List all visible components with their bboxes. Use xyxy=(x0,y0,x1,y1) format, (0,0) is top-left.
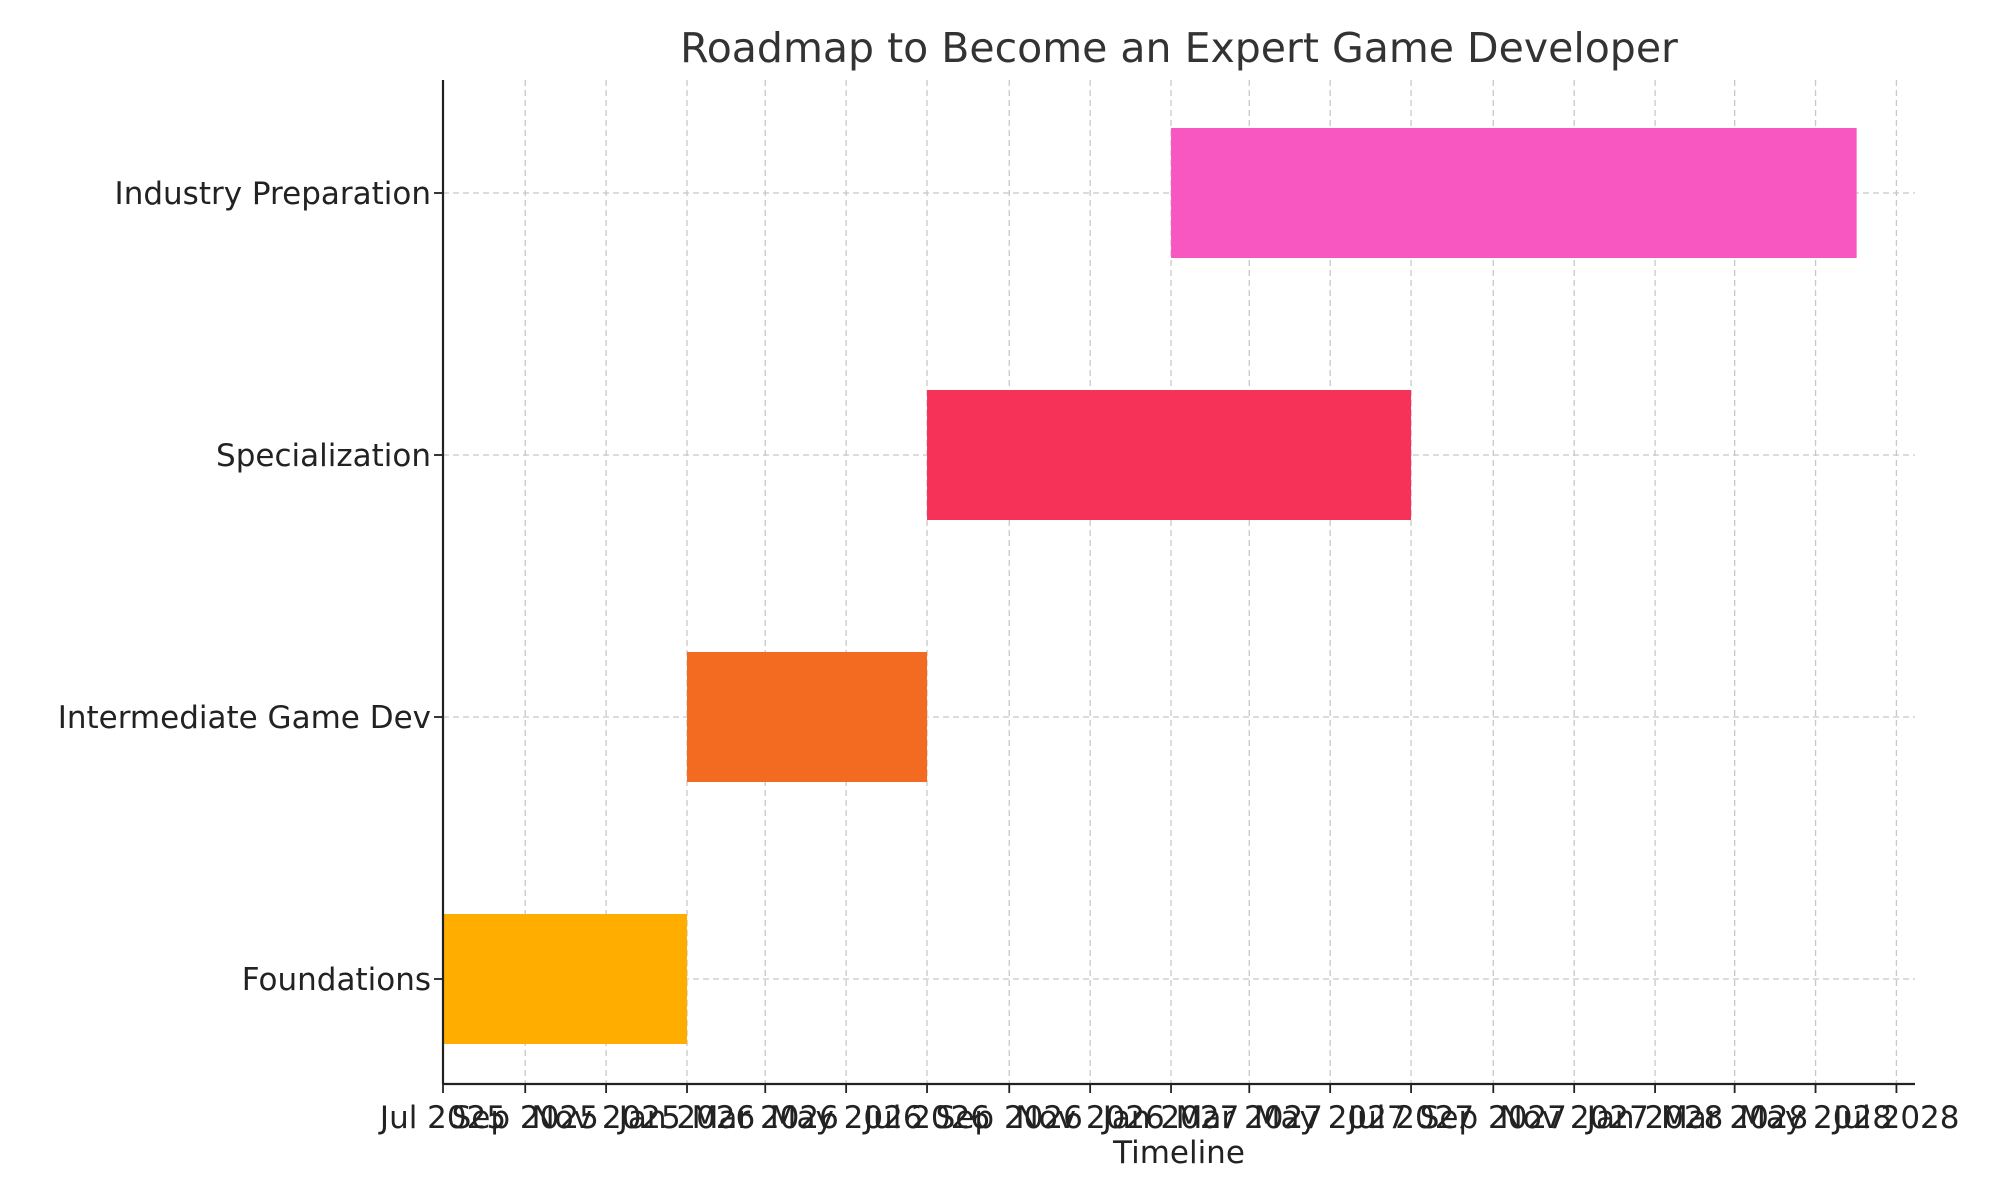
x-tick-label: Jul 2027 xyxy=(1346,1100,1474,1136)
category-label-specialization: Specialization xyxy=(216,438,431,474)
x-tick-label: Jan 2026 xyxy=(617,1100,756,1136)
x-tick-label: Sep 2026 xyxy=(936,1100,1083,1136)
x-tick-label: Mar 2026 xyxy=(692,1100,839,1136)
bar-intermediate-game-dev xyxy=(687,652,928,782)
x-tick-label: May 2027 xyxy=(1254,1100,1407,1136)
x-tick-label: May 2028 xyxy=(1739,1100,1892,1136)
grid-layer xyxy=(442,80,1915,1084)
x-tick-label: Jul 2026 xyxy=(862,1100,990,1136)
x-tick-label: Mar 2028 xyxy=(1661,1100,1808,1136)
axes-layer xyxy=(441,80,1915,1086)
y-category-labels: Foundations Intermediate Game Dev Speciali… xyxy=(58,176,431,998)
category-label-foundations: Foundations xyxy=(242,962,431,998)
bar-foundations xyxy=(443,914,688,1044)
x-tick-label: Sep 2025 xyxy=(452,1100,599,1136)
bar-specialization xyxy=(927,390,1412,520)
x-tick-label: May 2026 xyxy=(770,1100,923,1136)
bars-layer xyxy=(443,128,1857,1044)
x-tick-label: Jul 2028 xyxy=(1831,1100,1959,1136)
x-tick-label: Nov 2026 xyxy=(1016,1100,1165,1136)
bar-industry-preparation xyxy=(1171,128,1857,258)
category-label-intermediate-game-dev: Intermediate Game Dev xyxy=(58,700,431,736)
x-tick-label: Jan 2028 xyxy=(1585,1100,1724,1136)
x-tick-label: Nov 2027 xyxy=(1500,1100,1649,1136)
x-tick-label: Sep 2027 xyxy=(1420,1100,1567,1136)
x-tick-label: Nov 2025 xyxy=(531,1100,680,1136)
category-label-industry-preparation: Industry Preparation xyxy=(115,176,431,212)
x-tick-label: Jul 2025 xyxy=(378,1100,506,1136)
x-tick-label: Jan 2027 xyxy=(1101,1100,1240,1136)
chart-title: Roadmap to Become an Expert Game Develop… xyxy=(680,24,1678,72)
x-axis-label: Timeline xyxy=(1112,1135,1245,1171)
x-tick-label: Mar 2027 xyxy=(1176,1100,1323,1136)
